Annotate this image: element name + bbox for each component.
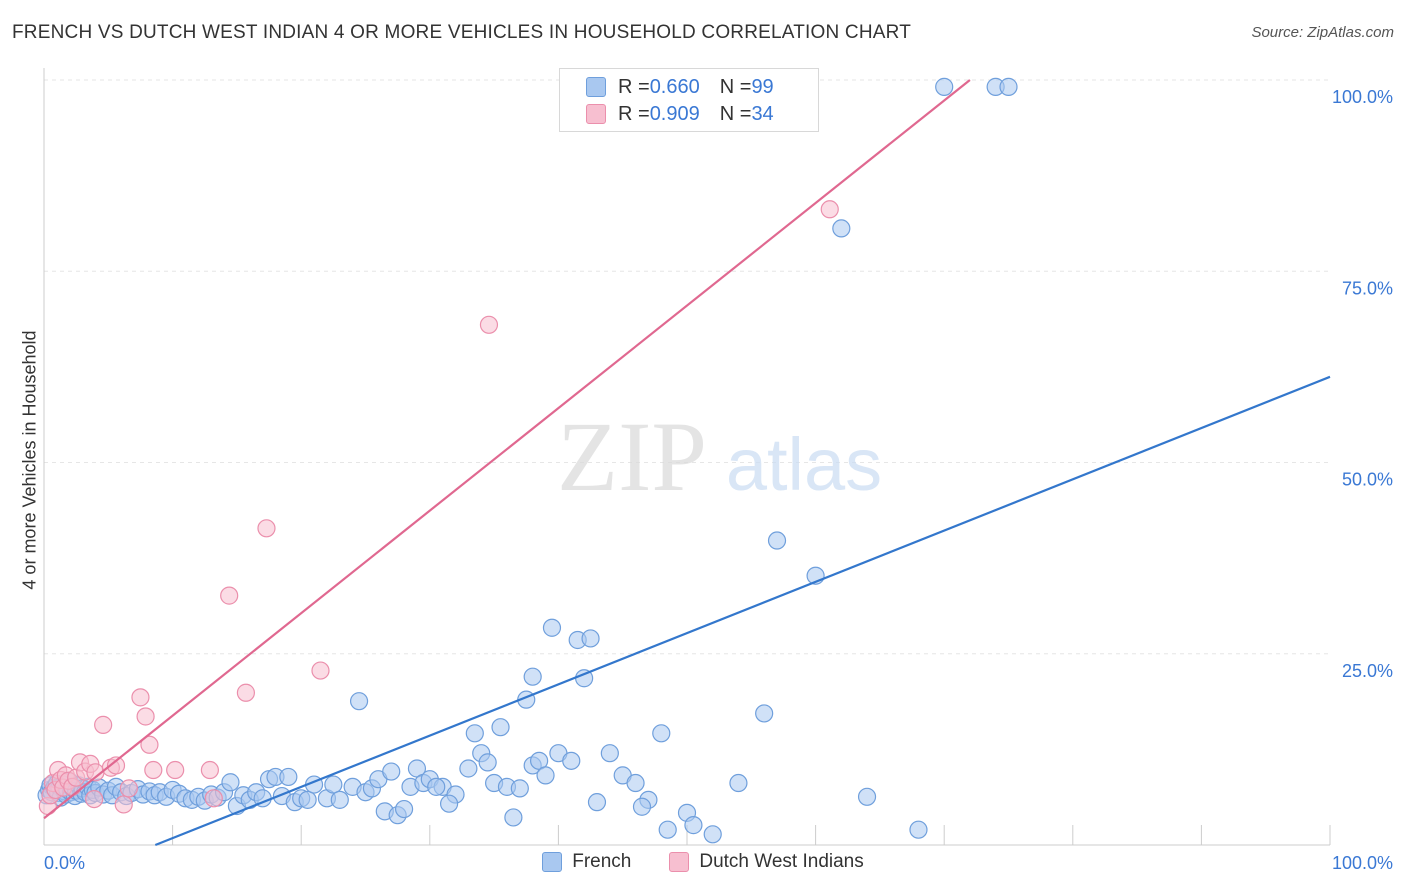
point-dutch (236, 683, 256, 702)
point-french (504, 808, 523, 827)
point-french (536, 766, 555, 785)
watermark-atlas: atlas (726, 423, 882, 506)
legend-swatch-french (542, 852, 563, 872)
point-french (439, 794, 459, 813)
point-french (324, 775, 343, 794)
trend-line-dutch (43, 79, 971, 820)
y-tick-label: 100.0% (1332, 87, 1393, 107)
legend-n-value: 34 (751, 102, 774, 125)
legend-label-french: French (572, 851, 632, 872)
y-tick-label: 25.0% (1342, 661, 1393, 681)
point-french (755, 704, 774, 723)
point-dutch (94, 715, 113, 734)
point-french (587, 793, 607, 812)
x-tick-label: 0.0% (44, 853, 85, 873)
x-tick-label: 100.0% (1332, 853, 1393, 873)
point-french (652, 724, 671, 743)
watermark-zip: ZIP (557, 401, 707, 512)
y-tick-label: 75.0% (1342, 278, 1393, 298)
point-french (935, 77, 954, 96)
point-french (703, 825, 722, 844)
legend-swatch-french (586, 77, 606, 97)
point-dutch (144, 760, 163, 780)
point-dutch (136, 707, 155, 726)
point-french (632, 797, 652, 816)
point-french (465, 724, 484, 743)
point-french (729, 773, 748, 793)
point-french (857, 787, 877, 806)
series-french (37, 77, 1018, 844)
tick-labels: 100.0% 75.0% 50.0% 25.0% 0.0% 100.0% (44, 87, 1393, 873)
correlation-legend: R = 0.660 N = 99 R = 0.909 N = 34 (559, 68, 819, 132)
point-dutch (106, 756, 126, 775)
legend-r-value: 0.660 (649, 75, 700, 98)
y-axis-label: 4 or more Vehicles in Household (19, 330, 40, 590)
point-french (510, 779, 529, 798)
point-french (330, 790, 349, 809)
legend-r-label: R = (618, 75, 650, 98)
point-dutch (166, 760, 185, 780)
legend-n-value: 99 (751, 75, 774, 98)
point-french (478, 753, 497, 772)
legend-swatch-dutch (669, 852, 690, 872)
series-dutch (38, 200, 839, 816)
point-dutch (311, 661, 330, 680)
legend-r-label: R = (618, 102, 650, 125)
point-french (767, 531, 787, 550)
y-tick-label: 50.0% (1342, 470, 1393, 490)
point-french (523, 667, 542, 686)
point-french (542, 618, 562, 637)
point-dutch (220, 586, 239, 605)
point-dutch (204, 789, 223, 808)
series-legend: French Dutch West Indians (0, 851, 1406, 873)
point-french (999, 77, 1018, 96)
point-french (382, 762, 401, 781)
point-dutch (479, 315, 499, 334)
point-french (394, 799, 414, 819)
point-french (600, 744, 619, 763)
point-french (279, 767, 298, 787)
watermark: ZIP atlas (557, 401, 882, 512)
legend-row-french: R = 0.660 N = 99 (586, 73, 774, 101)
source-label: Source: ZipAtlas.com (1251, 24, 1394, 41)
point-dutch (200, 760, 219, 780)
point-french (658, 820, 677, 839)
legend-r-value: 0.909 (649, 102, 700, 125)
legend-label-dutch: Dutch West Indians (699, 851, 864, 872)
point-french (581, 629, 600, 648)
point-dutch (114, 795, 133, 814)
point-french (459, 759, 478, 778)
point-dutch (820, 200, 839, 219)
legend-row-dutch: R = 0.909 N = 34 (586, 100, 774, 128)
point-dutch (131, 688, 150, 707)
point-dutch (119, 779, 138, 798)
trend-lines (43, 79, 1331, 847)
point-french (562, 751, 581, 770)
point-french (491, 718, 510, 737)
trend-line-french (154, 375, 1331, 847)
chart-title: FRENCH VS DUTCH WEST INDIAN 4 OR MORE VE… (12, 22, 912, 43)
legend-n-label: N = (719, 102, 752, 125)
legend-item-dutch[interactable]: Dutch West Indians (669, 851, 864, 873)
legend-n-label: N = (719, 75, 752, 98)
point-french (684, 816, 703, 835)
point-french (298, 790, 317, 809)
point-french (832, 219, 851, 238)
legend-swatch-dutch (586, 104, 606, 124)
point-french (221, 773, 240, 792)
legend-item-french[interactable]: French (542, 851, 631, 873)
point-french (626, 773, 645, 793)
point-dutch (140, 735, 159, 754)
point-dutch (257, 519, 276, 538)
point-french (349, 692, 369, 711)
point-french (427, 777, 446, 796)
point-french (909, 820, 928, 839)
point-dutch (85, 789, 104, 809)
